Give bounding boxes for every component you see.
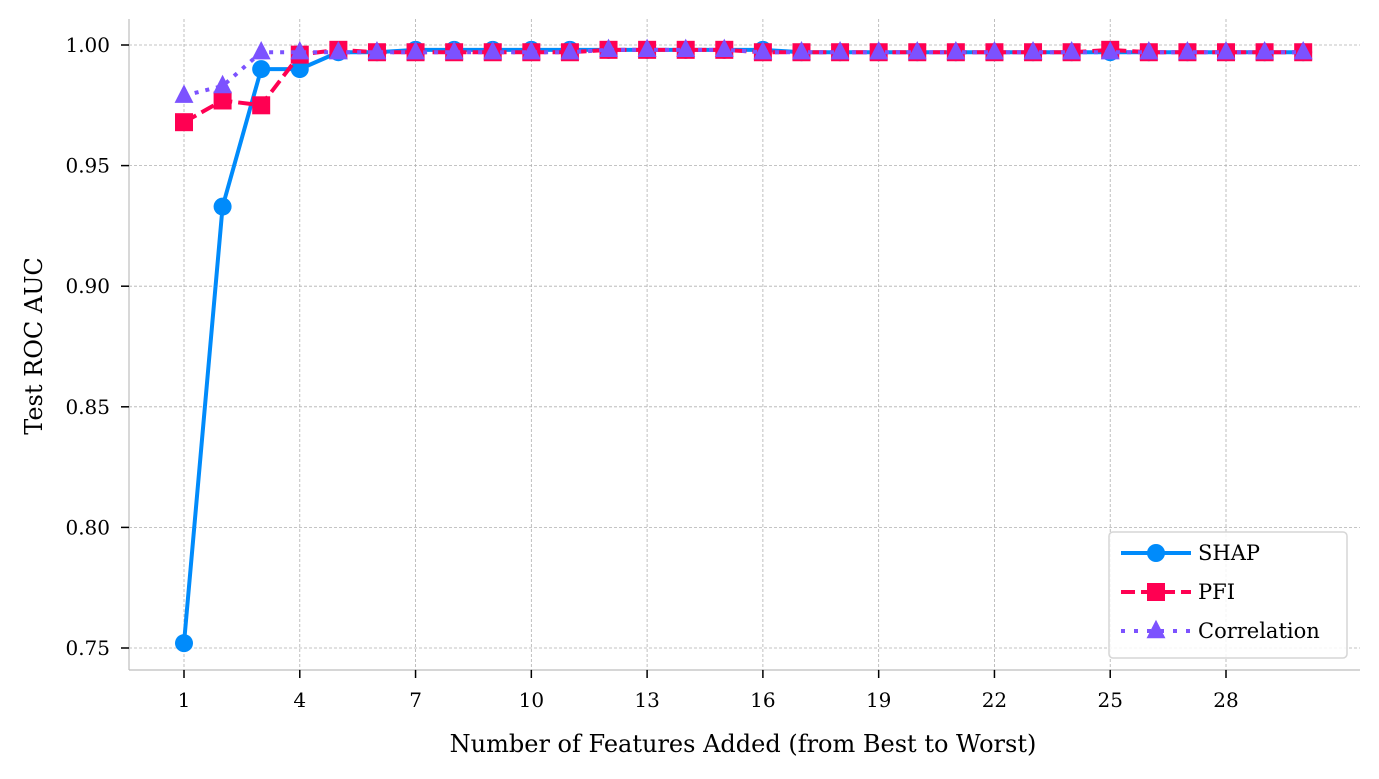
triangle-marker bbox=[984, 40, 1004, 60]
y-tick-label: 0.95 bbox=[65, 154, 110, 178]
x-tick-label: 28 bbox=[1213, 688, 1238, 712]
series-pfi bbox=[175, 40, 1313, 132]
x-tick-label: 19 bbox=[866, 688, 891, 712]
series-correlation bbox=[174, 38, 1313, 103]
legend-item-pfi: PFI bbox=[1121, 580, 1235, 604]
triangle-marker bbox=[290, 40, 310, 60]
triangle-marker bbox=[869, 40, 889, 60]
triangle-marker bbox=[560, 40, 580, 60]
triangle-marker bbox=[1062, 40, 1082, 60]
legend-label: PFI bbox=[1198, 580, 1235, 604]
y-tick-label: 0.75 bbox=[65, 636, 110, 660]
triangle-marker bbox=[676, 38, 696, 58]
triangle-marker bbox=[946, 40, 966, 60]
triangle-marker bbox=[1100, 40, 1120, 60]
square-marker bbox=[175, 113, 193, 132]
square-marker bbox=[252, 96, 271, 115]
x-tick-label: 22 bbox=[982, 688, 1007, 712]
y-axis-title: Test ROC AUC bbox=[20, 257, 48, 435]
x-axis-title: Number of Features Added (from Best to W… bbox=[450, 730, 1037, 758]
axes: 1 4 7 10 13 16 19 22 25 28 0.75 0.80 0.85 0.90 0.95 1.0… bbox=[65, 19, 1360, 712]
circle-marker bbox=[1147, 544, 1165, 562]
triangle-marker bbox=[637, 38, 657, 58]
triangle-marker bbox=[1293, 40, 1313, 60]
triangle-marker bbox=[483, 40, 503, 60]
triangle-marker bbox=[174, 84, 194, 103]
triangle-marker bbox=[251, 40, 271, 60]
y-tick-label: 1.00 bbox=[65, 33, 110, 57]
triangle-marker bbox=[1216, 40, 1236, 60]
triangle-marker bbox=[444, 40, 464, 60]
triangle-marker bbox=[1255, 40, 1275, 60]
data-series bbox=[174, 38, 1313, 653]
triangle-marker bbox=[406, 40, 426, 60]
triangle-marker bbox=[714, 38, 734, 58]
triangle-marker bbox=[753, 40, 773, 60]
triangle-marker bbox=[1146, 619, 1166, 639]
x-tick-label: 4 bbox=[293, 688, 306, 712]
legend: SHAP PFI Correlation bbox=[1108, 531, 1348, 659]
x-tick-label: 13 bbox=[634, 688, 659, 712]
square-marker bbox=[1147, 583, 1165, 601]
triangle-marker bbox=[907, 40, 927, 60]
x-tick-label: 1 bbox=[178, 688, 191, 712]
square-marker bbox=[213, 91, 232, 110]
series-line bbox=[183, 47, 1304, 124]
x-tick-label: 7 bbox=[409, 688, 422, 712]
x-tick-label: 10 bbox=[519, 688, 544, 712]
y-tick-label: 0.80 bbox=[65, 515, 110, 539]
y-tick-label: 0.90 bbox=[65, 274, 110, 298]
legend-box bbox=[1108, 531, 1348, 659]
triangle-marker bbox=[1023, 40, 1043, 60]
triangle-marker bbox=[367, 40, 387, 60]
triangle-marker bbox=[521, 40, 541, 60]
circle-marker bbox=[213, 197, 232, 216]
y-tick-label: 0.85 bbox=[65, 395, 110, 419]
triangle-marker bbox=[1139, 40, 1159, 60]
legend-label: SHAP bbox=[1198, 541, 1260, 565]
legend-item-correlation: Correlation bbox=[1121, 619, 1320, 643]
triangle-marker bbox=[792, 40, 811, 60]
x-tick-label: 16 bbox=[750, 688, 775, 712]
legend-item-shap: SHAP bbox=[1121, 541, 1260, 565]
circle-marker bbox=[290, 60, 309, 79]
triangle-marker bbox=[1177, 40, 1197, 60]
triangle-marker bbox=[599, 38, 618, 58]
series-line bbox=[183, 47, 1304, 98]
triangle-marker bbox=[213, 74, 233, 94]
triangle-marker bbox=[830, 40, 850, 60]
circle-marker bbox=[175, 634, 193, 653]
legend-label: Correlation bbox=[1198, 619, 1320, 643]
x-tick-label: 25 bbox=[1097, 688, 1122, 712]
circle-marker bbox=[252, 60, 271, 79]
triangle-marker bbox=[328, 40, 348, 60]
